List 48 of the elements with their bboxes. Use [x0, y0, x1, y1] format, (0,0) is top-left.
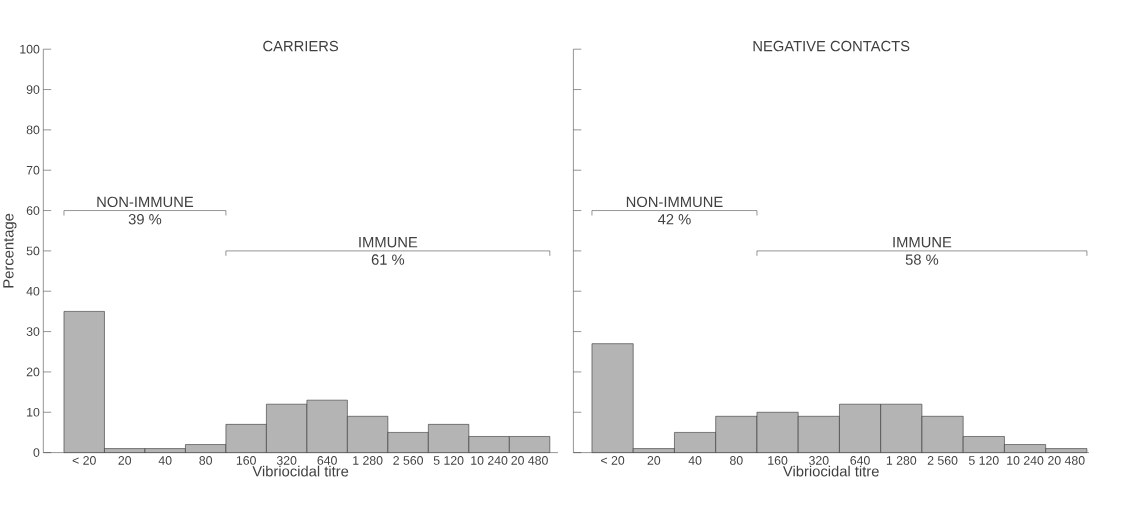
x-tick-label: 20 [118, 456, 132, 465]
y-tick-label: 100 [20, 45, 40, 54]
y-tick-label: 90 [26, 85, 40, 95]
x-tick-label: 10 240 [1007, 456, 1044, 465]
y-tick-label: 80 [26, 125, 40, 135]
annotation: IMMUNE [893, 237, 952, 248]
x-tick-label: 20 [647, 456, 661, 465]
annotation: IMMUNE [359, 237, 418, 248]
x-tick-label: 2 560 [927, 456, 958, 465]
x-tick-label: 160 [236, 456, 256, 465]
x-tick-label: 320 [809, 456, 829, 465]
x-tick-label: 5 120 [968, 456, 999, 465]
y-tick-label: 30 [26, 327, 40, 337]
x-tick-label: 20 480 [511, 456, 548, 465]
annotation: 42 % [657, 214, 691, 225]
x-tick-label: < 20 [72, 456, 96, 465]
y-tick-label: 70 [26, 166, 40, 175]
x-axis-title: Vibriocidal titre [252, 465, 349, 477]
chart-title: CARRIERS [263, 41, 339, 52]
x-tick-label: < 20 [601, 456, 625, 465]
annotation: NON-IMMUNE [626, 196, 723, 208]
y-tick-label: 60 [26, 206, 40, 216]
x-tick-label: 2 560 [393, 456, 423, 465]
x-tick-label: 40 [688, 456, 702, 465]
annotation: 61 % [371, 254, 405, 265]
y-tick-label: 10 [27, 408, 40, 417]
x-tick-label: 1 280 [353, 456, 383, 465]
x-tick-label: 1 280 [886, 456, 917, 465]
y-tick-label: 20 [26, 367, 40, 377]
x-tick-label: 160 [768, 456, 788, 465]
chart-title: NEGATIVE CONTACTS [753, 41, 910, 52]
y-tick-label: 0 [33, 448, 40, 458]
x-tick-label: 10 240 [471, 456, 508, 465]
x-axis-title: Vibriocidal titre [782, 465, 879, 477]
x-tick-label: 40 [158, 456, 172, 465]
annotation: 58 % [905, 254, 939, 265]
y-tick-label: 40 [26, 287, 40, 296]
x-tick-label: 80 [730, 456, 743, 465]
x-tick-label: 20 480 [1048, 456, 1085, 465]
x-tick-label: 5 120 [433, 456, 464, 465]
x-tick-label: 320 [276, 456, 297, 465]
annotation: NON-IMMUNE [97, 196, 194, 208]
x-tick-label: 640 [850, 456, 870, 465]
y-axis-title: Percentage [3, 213, 17, 288]
annotation: 39 % [128, 214, 162, 225]
x-tick-label: 80 [199, 456, 213, 465]
x-tick-label: 640 [317, 456, 337, 465]
y-tick-label: 50 [26, 246, 40, 256]
